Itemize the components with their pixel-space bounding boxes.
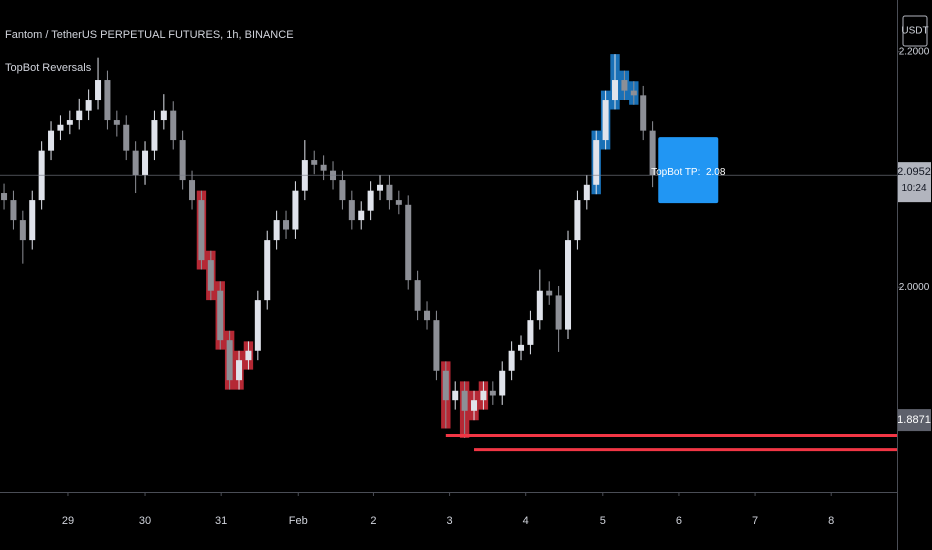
candle-body xyxy=(546,290,553,296)
y-tick-label: 2.2000 xyxy=(899,46,930,57)
candle-body xyxy=(377,184,384,191)
candle-body xyxy=(358,210,365,221)
candle-body xyxy=(179,140,186,181)
candle-body xyxy=(95,80,102,101)
candle-body xyxy=(630,90,637,96)
candle-body xyxy=(348,200,355,221)
candle-body xyxy=(292,190,299,230)
x-tick-label: 6 xyxy=(676,515,682,527)
candle-body xyxy=(207,260,214,291)
candle-body xyxy=(424,310,431,321)
candle-body xyxy=(480,390,487,401)
candle-body xyxy=(339,180,346,201)
candle-body xyxy=(386,184,393,201)
plot xyxy=(1,54,897,452)
candle-body xyxy=(527,320,534,345)
candle-body xyxy=(198,200,205,261)
x-tick-label: 31 xyxy=(215,515,227,527)
candle-body xyxy=(320,164,327,171)
candle-body xyxy=(583,184,590,201)
annotation-label: TopBot TP: 2.08 xyxy=(651,167,726,178)
candle-body xyxy=(452,390,459,401)
candle-body xyxy=(508,350,515,371)
candle-body xyxy=(461,390,468,411)
candle-body xyxy=(236,360,243,381)
candle-body xyxy=(29,200,36,241)
candle-body xyxy=(311,160,318,165)
currency-button[interactable] xyxy=(902,15,928,47)
candle-body xyxy=(602,100,609,141)
x-tick-label: 8 xyxy=(828,515,834,527)
y-tick-label: 2.0000 xyxy=(899,282,930,293)
candle-body xyxy=(414,280,421,311)
candle-body xyxy=(170,110,177,141)
x-tick-label: 29 xyxy=(62,515,74,527)
candle-body xyxy=(66,120,73,125)
last-price-label: 2.0952 xyxy=(897,166,931,178)
candle-body xyxy=(367,190,374,211)
candle-body xyxy=(471,400,478,411)
x-tick-label: 5 xyxy=(600,515,606,527)
candle-body xyxy=(273,220,280,241)
candle-body xyxy=(123,124,130,151)
candle-body xyxy=(593,140,600,185)
indicator-name: TopBot Reversals xyxy=(5,62,92,74)
x-tick-label: 2 xyxy=(370,515,376,527)
candle-body xyxy=(1,193,8,201)
candle-body xyxy=(555,295,562,330)
candle-body xyxy=(142,150,149,176)
marker-price-label: 1.8871 xyxy=(897,414,931,426)
candle-body xyxy=(48,130,55,151)
candle-body xyxy=(621,80,628,91)
candle-body xyxy=(217,290,224,341)
reversal-zone xyxy=(196,190,254,390)
candle-body xyxy=(574,200,581,241)
candle-body xyxy=(442,370,449,401)
candle-body xyxy=(104,80,111,121)
candle-body xyxy=(57,124,64,131)
candle-body xyxy=(612,80,619,101)
candle-body xyxy=(264,240,271,301)
candle-body xyxy=(405,204,412,281)
candle-body xyxy=(189,180,196,201)
annotation-box xyxy=(658,137,719,204)
candle-body xyxy=(76,110,83,121)
chart-title: Fantom / TetherUS PERPETUAL FUTURES, 1h,… xyxy=(5,29,294,41)
candle-body xyxy=(283,220,290,230)
candle-body xyxy=(113,120,120,125)
candle-body xyxy=(151,120,158,151)
candle-body xyxy=(565,240,572,330)
candle-body xyxy=(85,100,92,111)
currency-label[interactable]: USDT xyxy=(901,26,928,37)
countdown-label: 10:24 xyxy=(901,183,926,194)
marker-price-box xyxy=(898,409,931,432)
candle-body xyxy=(19,220,26,241)
candle-body xyxy=(395,200,402,205)
x-tick-label: Feb xyxy=(289,515,308,527)
candle-body xyxy=(649,130,656,176)
candle-body xyxy=(254,300,261,351)
candle-body xyxy=(226,340,233,381)
candle-body xyxy=(433,320,440,371)
last-price-box xyxy=(898,162,931,203)
candle-body xyxy=(245,350,252,361)
candle-body xyxy=(536,290,543,321)
x-tick-label: 4 xyxy=(523,515,529,527)
x-tick-label: 30 xyxy=(139,515,151,527)
candle-body xyxy=(518,344,525,351)
candle-body xyxy=(640,95,647,131)
candle-body xyxy=(160,110,167,121)
candle-body xyxy=(10,200,17,221)
candle-body xyxy=(132,150,139,176)
x-tick-label: 3 xyxy=(447,515,453,527)
candle-body xyxy=(489,390,496,396)
x-tick-label: 7 xyxy=(752,515,758,527)
candle-body xyxy=(499,370,506,396)
